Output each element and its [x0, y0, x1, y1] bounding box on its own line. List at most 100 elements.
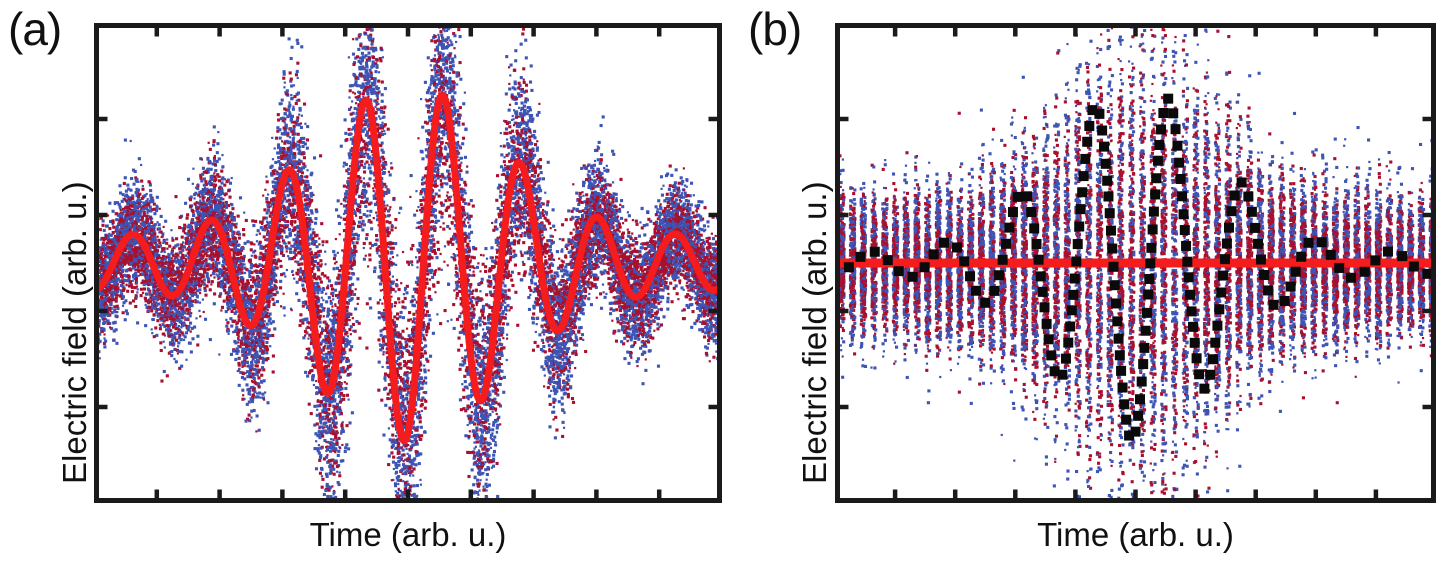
scatter-point [478, 323, 482, 327]
scatter-point [654, 205, 658, 209]
scatter-point [453, 91, 457, 95]
scatter-point [365, 346, 369, 350]
scatter-point [553, 436, 557, 440]
scatter-point [282, 292, 285, 295]
scatter-point [380, 398, 384, 402]
scatter-point [344, 131, 348, 135]
scatter-point [265, 351, 269, 355]
scatter-point [507, 108, 511, 112]
scatter-point [440, 268, 443, 271]
scatter-point [225, 318, 228, 321]
scatter-point [283, 121, 286, 124]
scatter-point [111, 209, 115, 213]
scatter-point [660, 307, 663, 310]
scatter-point [274, 160, 278, 165]
scatter-point [662, 184, 665, 187]
scatter-point [640, 344, 644, 348]
scatter-point [538, 102, 541, 105]
scatter-point [452, 303, 456, 307]
scatter-point [391, 256, 395, 259]
scatter-point [665, 192, 669, 196]
scatter-point [236, 214, 240, 218]
scatter-point [315, 210, 319, 214]
scatter-point [292, 273, 295, 276]
scatter-point [201, 166, 205, 170]
scatter-point [265, 322, 269, 326]
scatter-point [566, 247, 569, 251]
scatter-point [326, 286, 330, 290]
scatter-point [227, 332, 230, 335]
scatter-point [574, 215, 577, 219]
scatter-point [230, 309, 234, 314]
scatter-point [297, 162, 301, 166]
scatter-point [466, 423, 469, 427]
scatter-point [289, 56, 293, 61]
scatter-point [250, 254, 253, 257]
scatter-point [374, 202, 378, 207]
scatter-point [574, 335, 578, 339]
scatter-point [423, 349, 427, 353]
scatter-point [633, 247, 636, 250]
scatter-point [340, 202, 343, 205]
scatter-point [102, 228, 106, 232]
scatter-point [271, 180, 275, 184]
scatter-point [418, 221, 422, 225]
scatter-point [241, 388, 245, 392]
scatter-point [320, 475, 324, 478]
scatter-point [170, 257, 173, 260]
scatter-point [300, 45, 304, 49]
scatter-point [491, 398, 495, 402]
scatter-point [124, 309, 128, 313]
scatter-point [196, 187, 200, 191]
scatter-point [334, 436, 338, 440]
scatter-point [458, 106, 462, 110]
scatter-point [245, 383, 249, 387]
scatter-point [521, 27, 526, 31]
scatter-point [98, 228, 102, 232]
scatter-point [407, 318, 411, 322]
scatter-point [404, 344, 408, 348]
panel-a-y-axis-label: Electric field (arb. u.) [56, 181, 94, 484]
scatter-point [436, 77, 440, 81]
scatter-point [538, 158, 543, 162]
scatter-point [387, 170, 390, 173]
scatter-point [266, 193, 270, 196]
scatter-point [380, 99, 384, 103]
scatter-point [490, 246, 494, 250]
scatter-point [444, 199, 448, 203]
scatter-point [599, 123, 603, 128]
scatter-point [103, 333, 106, 336]
scatter-point [711, 215, 715, 219]
scatter-point [705, 237, 708, 240]
scatter-point [416, 276, 420, 280]
scatter-point [105, 224, 109, 228]
scatter-point [440, 33, 444, 37]
scatter-point [714, 342, 718, 345]
scatter-point [477, 319, 481, 323]
scatter-point [351, 100, 354, 103]
scatter-point [450, 43, 454, 47]
scatter-point [317, 268, 321, 272]
scatter-point [184, 201, 188, 205]
scatter-point [275, 291, 279, 295]
scatter-point [355, 241, 359, 245]
scatter-point [421, 157, 425, 161]
scatter-point [313, 447, 317, 451]
scatter-point [210, 283, 213, 286]
scatter-point [468, 239, 471, 243]
scatter-point [417, 410, 421, 414]
scatter-point [657, 199, 661, 203]
scatter-point [321, 240, 325, 244]
scatter-point [98, 332, 102, 336]
scatter-point [455, 287, 459, 291]
scatter-point [157, 238, 161, 242]
scatter-point [339, 216, 343, 219]
scatter-point [186, 177, 191, 181]
scatter-point [174, 195, 178, 199]
scatter-point [212, 125, 216, 129]
scatter-point [230, 324, 234, 328]
scatter-point [286, 220, 290, 224]
scatter-point [212, 302, 216, 306]
scatter-point [94, 342, 98, 346]
scatter-point [450, 256, 453, 259]
